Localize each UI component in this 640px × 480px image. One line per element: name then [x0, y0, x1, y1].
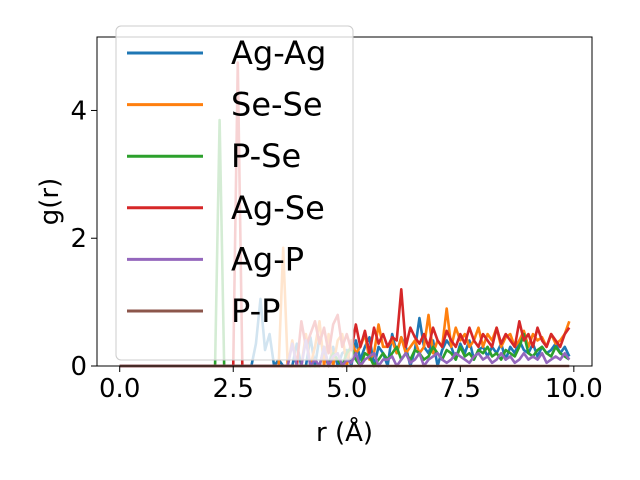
legend-label-ag-ag: Ag-Ag — [231, 34, 326, 72]
y-tick-label: 0 — [70, 352, 87, 382]
y-axis-label: g(r) — [35, 178, 65, 225]
x-tick-label: 5.0 — [326, 374, 367, 404]
x-axis-label: r (Å) — [316, 416, 373, 448]
legend-entries: Ag-Ag Se-Se P-Se Ag-Se Ag-P P-P — [127, 34, 326, 330]
y-axis: 0 2 4 — [70, 96, 97, 382]
x-tick-label: 0.0 — [99, 374, 140, 404]
x-tick-label: 2.5 — [213, 374, 254, 404]
legend-label-ag-p: Ag-P — [231, 240, 304, 278]
y-tick-label: 2 — [70, 224, 87, 254]
legend: Ag-Ag Se-Se P-Se Ag-Se Ag-P P-P — [115, 25, 354, 361]
legend-label-p-p: P-P — [231, 292, 280, 330]
legend-label-se-se: Se-Se — [231, 86, 323, 124]
x-tick-label: 7.5 — [440, 374, 481, 404]
legend-box — [115, 25, 354, 361]
y-tick-label: 4 — [70, 96, 87, 126]
x-tick-label: 10.0 — [545, 374, 603, 404]
x-axis: 0.0 2.5 5.0 7.5 10.0 — [99, 366, 603, 404]
legend-label-p-se: P-Se — [231, 137, 301, 175]
legend-label-ag-se: Ag-Se — [231, 189, 325, 227]
